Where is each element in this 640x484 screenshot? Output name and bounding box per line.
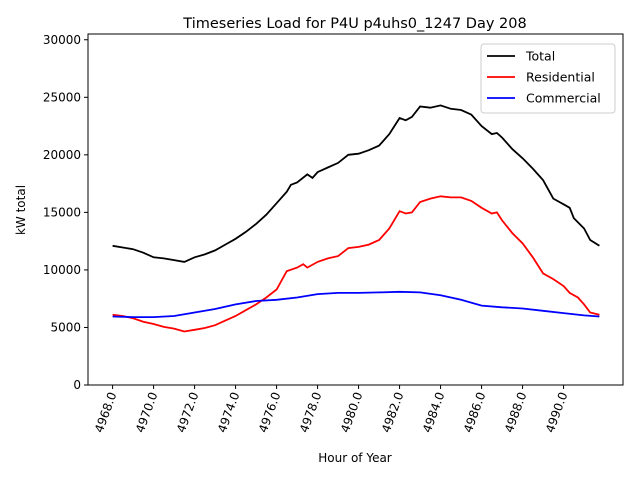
y-tick-label: 5000 <box>50 320 81 334</box>
y-tick-label: 10000 <box>43 263 81 277</box>
legend: Total Residential Commercial <box>480 43 616 114</box>
series-line-total <box>112 104 600 263</box>
x-tick-label: 4986.0 <box>461 390 489 434</box>
legend-entry: Total <box>525 49 555 64</box>
y-tick-label: 30000 <box>43 33 81 47</box>
x-tick-label: 4982.0 <box>379 390 407 434</box>
x-tick-label: 4970.0 <box>133 390 161 434</box>
legend-box <box>480 43 616 114</box>
x-tick-label: 4978.0 <box>297 390 325 434</box>
y-axis-label: kW total <box>14 185 28 235</box>
series-line-commercial <box>112 290 600 319</box>
x-tick-label: 4980.0 <box>338 390 366 434</box>
series-line-residential <box>112 195 600 333</box>
x-tick-label: 4988.0 <box>502 390 530 434</box>
x-axis-label: Hour of Year <box>318 451 392 465</box>
x-tick-label: 4974.0 <box>215 390 243 434</box>
legend-entry: Commercial <box>526 91 601 106</box>
chart-title: Timeseries Load for P4U p4uhs0_1247 Day … <box>182 16 526 32</box>
x-tick-label: 4976.0 <box>256 390 284 434</box>
y-tick-label: 20000 <box>43 148 81 162</box>
y-tick-label: 25000 <box>43 90 81 104</box>
legend-entry: Residential <box>526 70 595 85</box>
x-tick-label: 4972.0 <box>174 390 202 434</box>
y-tick-label: 15000 <box>43 205 81 219</box>
x-tick-label: 4984.0 <box>420 390 448 434</box>
x-tick-label: 4968.0 <box>92 390 120 434</box>
y-tick-label: 0 <box>73 378 81 392</box>
plot-frame <box>87 33 624 386</box>
x-tick-label: 4990.0 <box>543 390 571 434</box>
